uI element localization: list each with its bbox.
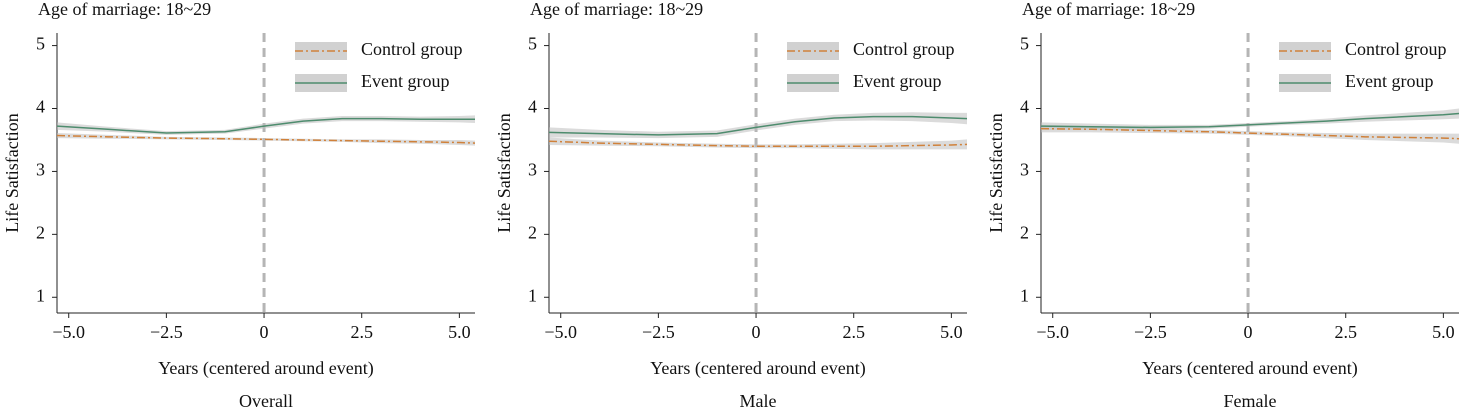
- confidence-band: [1041, 108, 1459, 130]
- panel: Age of marriage: 18~29 Life Satisfaction Y…: [2, 0, 476, 411]
- x-tick-label: −5.0: [52, 322, 85, 342]
- x-tick-label: −5.0: [1036, 322, 1069, 342]
- series-line: [548, 115, 968, 136]
- y-axis-label: Life Satisfaction: [494, 113, 514, 232]
- legend-label: Control group: [853, 39, 955, 59]
- legend-swatch-band: [295, 42, 347, 60]
- x-tick-label: −5.0: [544, 322, 577, 342]
- x-tick-label: 0: [260, 322, 269, 342]
- legend-label: Event group: [1345, 71, 1433, 91]
- y-tick-label: 4: [528, 97, 537, 117]
- y-tick-label: 1: [36, 285, 45, 305]
- x-tick-label: 2.5: [842, 322, 865, 342]
- y-tick-label: 5: [528, 34, 537, 54]
- panel: Age of marriage: 18~29 Life Satisfaction Y…: [494, 0, 968, 411]
- panel-caption: Overall: [239, 391, 293, 411]
- panel-caption: Male: [740, 391, 777, 411]
- panel: Age of marriage: 18~29 Life Satisfaction Y…: [986, 0, 1460, 411]
- x-tick-label: 0: [752, 322, 761, 342]
- x-tick-label: 0: [1244, 322, 1253, 342]
- y-tick-label: 1: [528, 285, 537, 305]
- panel-title: Age of marriage: 18~29: [530, 0, 703, 19]
- legend-swatch-band: [1279, 42, 1331, 60]
- series-line: [56, 134, 476, 144]
- x-tick-label: −2.5: [150, 322, 183, 342]
- series-line: [56, 117, 475, 134]
- x-axis-label: Years (centered around event): [1142, 358, 1358, 379]
- x-tick-label: 2.5: [1334, 322, 1357, 342]
- panel-caption: Female: [1224, 391, 1277, 411]
- x-tick-label: 5.0: [940, 322, 963, 342]
- y-tick-label: 3: [1020, 160, 1029, 180]
- y-tick-label: 4: [36, 97, 45, 117]
- confidence-band: [549, 112, 967, 139]
- legend-label: Control group: [361, 39, 463, 59]
- x-axis-label: Years (centered around event): [158, 358, 374, 379]
- legend-swatch-band: [787, 42, 839, 60]
- series-line: [1040, 127, 1460, 140]
- y-tick-label: 2: [1020, 222, 1029, 242]
- legend-label: Event group: [853, 71, 941, 91]
- panel-title: Age of marriage: 18~29: [38, 0, 211, 19]
- x-tick-label: 5.0: [448, 322, 471, 342]
- panel-title: Age of marriage: 18~29: [1022, 0, 1195, 19]
- x-tick-label: −2.5: [642, 322, 675, 342]
- x-tick-label: −2.5: [1134, 322, 1167, 342]
- legend-label: Event group: [361, 71, 449, 91]
- y-axis-label: Life Satisfaction: [986, 113, 1006, 232]
- confidence-band: [549, 137, 967, 150]
- y-axis-label: Life Satisfaction: [2, 113, 22, 232]
- y-tick-label: 2: [528, 222, 537, 242]
- x-tick-label: 5.0: [1432, 322, 1455, 342]
- y-tick-label: 3: [36, 160, 45, 180]
- y-tick-label: 5: [36, 34, 45, 54]
- series-line: [1040, 112, 1460, 129]
- y-tick-label: 2: [36, 222, 45, 242]
- legend-label: Control group: [1345, 39, 1447, 59]
- y-tick-label: 5: [1020, 34, 1029, 54]
- x-tick-label: 2.5: [350, 322, 373, 342]
- series-line: [548, 140, 968, 148]
- y-tick-label: 1: [1020, 285, 1029, 305]
- y-tick-label: 3: [528, 160, 537, 180]
- y-tick-label: 4: [1020, 97, 1029, 117]
- x-axis-label: Years (centered around event): [650, 358, 866, 379]
